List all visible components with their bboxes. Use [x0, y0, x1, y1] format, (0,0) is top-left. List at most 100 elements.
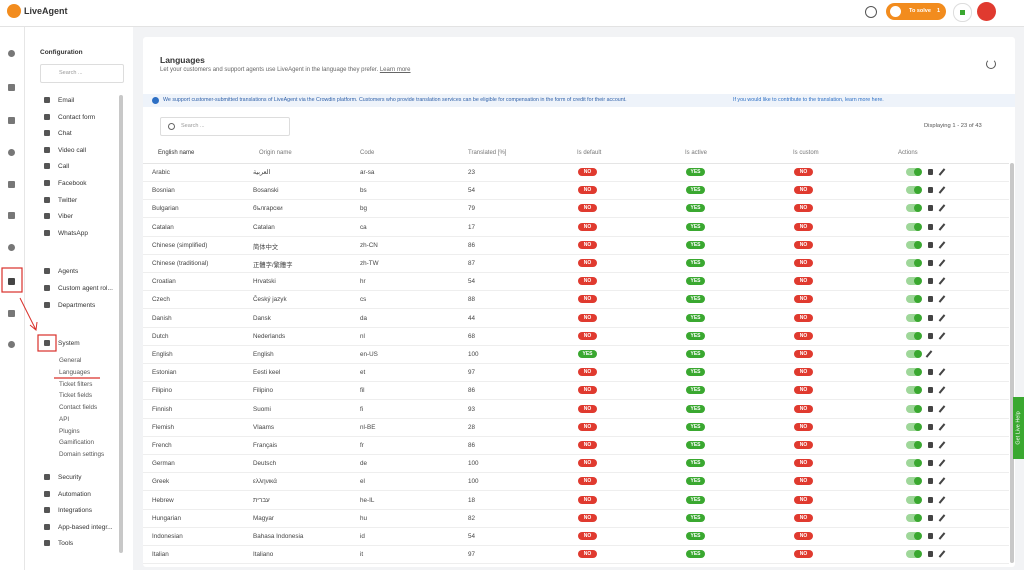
active-toggle[interactable]	[906, 186, 921, 194]
menu-item[interactable]: Tools	[44, 539, 134, 548]
learn-more-link[interactable]: Learn more	[380, 67, 411, 73]
active-toggle[interactable]	[906, 386, 921, 394]
menu-item[interactable]: Video call	[44, 146, 134, 155]
edit-button[interactable]	[939, 205, 946, 212]
menu-item[interactable]: WhatsApp	[44, 229, 134, 238]
set-default-button[interactable]	[928, 242, 933, 248]
set-default-button[interactable]	[928, 497, 933, 503]
edit-button[interactable]	[939, 241, 946, 248]
active-toggle[interactable]	[906, 496, 921, 504]
edit-button[interactable]	[939, 441, 946, 448]
set-default-button[interactable]	[928, 478, 933, 484]
active-toggle[interactable]	[906, 223, 921, 231]
edit-button[interactable]	[939, 314, 946, 321]
add-button[interactable]	[865, 6, 877, 18]
set-default-button[interactable]	[928, 169, 933, 175]
edit-button[interactable]	[939, 478, 946, 485]
active-toggle[interactable]	[906, 204, 921, 212]
menu-item[interactable]: Languages	[59, 368, 149, 377]
set-default-button[interactable]	[928, 406, 933, 412]
edit-button[interactable]	[939, 532, 946, 539]
rail-icon[interactable]	[8, 278, 15, 285]
menu-item[interactable]: Contact fields	[59, 403, 149, 412]
edit-button[interactable]	[939, 387, 946, 394]
set-default-button[interactable]	[928, 551, 933, 557]
menu-item[interactable]: Integrations	[44, 506, 134, 515]
set-default-button[interactable]	[928, 442, 933, 448]
active-toggle[interactable]	[906, 477, 921, 485]
menu-item[interactable]: Domain settings	[59, 450, 149, 459]
edit-button[interactable]	[939, 332, 946, 339]
menu-item[interactable]: Plugins	[59, 427, 149, 436]
edit-button[interactable]	[939, 459, 946, 466]
sidebar-search[interactable]: Search ...	[40, 64, 124, 83]
menu-item[interactable]: Automation	[44, 490, 134, 499]
set-default-button[interactable]	[928, 205, 933, 211]
menu-item[interactable]: Contact form	[44, 113, 134, 122]
rail-icon[interactable]	[8, 50, 15, 57]
active-toggle[interactable]	[906, 295, 921, 303]
set-default-button[interactable]	[928, 187, 933, 193]
notice-link[interactable]: If you would like to contribute to the t…	[733, 97, 884, 103]
edit-button[interactable]	[939, 496, 946, 503]
menu-item[interactable]: Email	[44, 96, 134, 105]
menu-item[interactable]: Twitter	[44, 196, 134, 205]
menu-item[interactable]: Ticket fields	[59, 391, 149, 400]
live-help-tab[interactable]: Get Live Help	[1013, 397, 1024, 459]
set-default-button[interactable]	[928, 224, 933, 230]
rail-icon[interactable]	[8, 117, 15, 124]
edit-button[interactable]	[939, 296, 946, 303]
active-toggle[interactable]	[906, 350, 921, 358]
active-toggle[interactable]	[906, 259, 921, 267]
edit-button[interactable]	[939, 277, 946, 284]
set-default-button[interactable]	[928, 260, 933, 266]
rail-icon[interactable]	[8, 181, 15, 188]
set-default-button[interactable]	[928, 296, 933, 302]
edit-button[interactable]	[939, 259, 946, 266]
set-default-button[interactable]	[928, 387, 933, 393]
set-default-button[interactable]	[928, 333, 933, 339]
menu-item[interactable]: Viber	[44, 212, 134, 221]
edit-button[interactable]	[939, 423, 946, 430]
edit-button[interactable]	[939, 223, 946, 230]
rail-icon[interactable]	[8, 84, 15, 91]
edit-button[interactable]	[939, 550, 946, 557]
to-solve-button[interactable]: To solve 1	[886, 3, 946, 20]
edit-button[interactable]	[926, 350, 933, 357]
active-toggle[interactable]	[906, 459, 921, 467]
rail-icon[interactable]	[8, 244, 15, 251]
menu-item[interactable]: API	[59, 415, 149, 424]
menu-item[interactable]: Agents	[44, 267, 134, 276]
menu-item[interactable]: General	[59, 356, 149, 365]
status-button[interactable]	[953, 3, 972, 22]
set-default-button[interactable]	[928, 369, 933, 375]
edit-button[interactable]	[939, 368, 946, 375]
active-toggle[interactable]	[906, 314, 921, 322]
set-default-button[interactable]	[928, 278, 933, 284]
active-toggle[interactable]	[906, 405, 921, 413]
active-toggle[interactable]	[906, 441, 921, 449]
set-default-button[interactable]	[928, 315, 933, 321]
edit-button[interactable]	[939, 514, 946, 521]
menu-item[interactable]: Departments	[44, 301, 134, 310]
rail-icon[interactable]	[8, 212, 15, 219]
menu-item[interactable]: Chat	[44, 129, 134, 138]
active-toggle[interactable]	[906, 514, 921, 522]
rail-icon[interactable]	[8, 149, 15, 156]
edit-button[interactable]	[939, 186, 946, 193]
menu-item[interactable]: Facebook	[44, 179, 134, 188]
menu-item[interactable]: Gamification	[59, 438, 149, 447]
edit-button[interactable]	[939, 405, 946, 412]
menu-item[interactable]: App-based integr...	[44, 523, 134, 532]
menu-item[interactable]: Custom agent rol...	[44, 284, 134, 293]
edit-button[interactable]	[939, 168, 946, 175]
active-toggle[interactable]	[906, 532, 921, 540]
menu-item[interactable]: Security	[44, 473, 134, 482]
active-toggle[interactable]	[906, 332, 921, 340]
set-default-button[interactable]	[928, 533, 933, 539]
menu-item[interactable]: System	[44, 339, 134, 348]
menu-item[interactable]: Call	[44, 162, 134, 171]
active-toggle[interactable]	[906, 550, 921, 558]
set-default-button[interactable]	[928, 515, 933, 521]
refresh-button[interactable]	[986, 59, 996, 69]
